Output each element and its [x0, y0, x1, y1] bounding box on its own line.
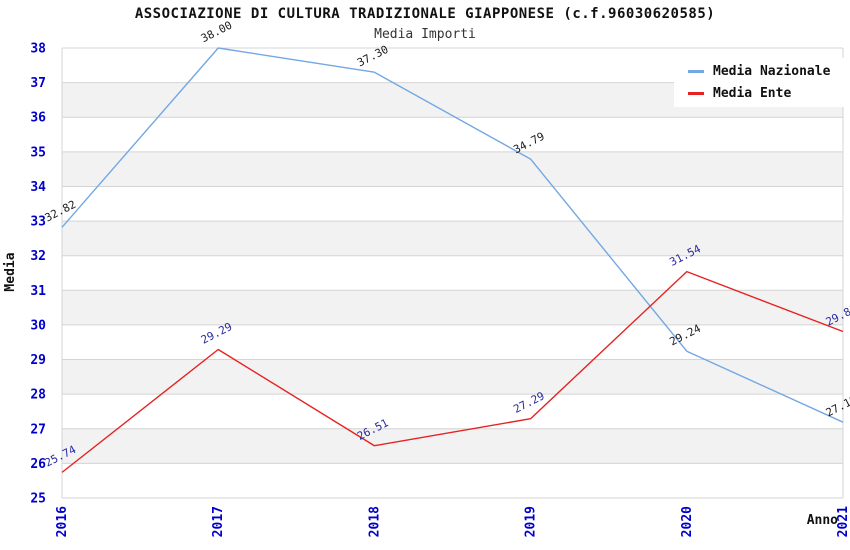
- plot-band: [62, 359, 843, 395]
- legend: Media Nazionale Media Ente: [674, 58, 850, 107]
- chart-title: ASSOCIAZIONE DI CULTURA TRADIZIONALE GIA…: [134, 6, 716, 22]
- chart-subtitle: Media Importi: [374, 27, 476, 42]
- data-label-media-nazionale: 37.30: [355, 43, 390, 70]
- data-label-media-nazionale: 27.19: [824, 393, 850, 420]
- y-tick-label: 34: [30, 180, 46, 195]
- y-tick-label: 38: [30, 42, 46, 57]
- data-label-media-nazionale: 38.00: [199, 19, 234, 46]
- y-tick-label: 31: [30, 284, 46, 299]
- x-tick-label: 2018: [367, 506, 382, 537]
- y-tick-label: 27: [30, 422, 46, 437]
- x-tick-label: 2017: [211, 506, 226, 537]
- y-tick-label: 35: [30, 145, 46, 160]
- plot-band: [62, 290, 843, 325]
- y-tick-label: 37: [30, 76, 46, 91]
- data-label-media-nazionale: 32.82: [43, 198, 78, 225]
- legend-item-media-ente: Media Ente: [688, 86, 850, 101]
- y-tick-label: 26: [30, 457, 46, 472]
- y-tick-label: 36: [30, 111, 46, 126]
- x-tick-label: 2021: [836, 506, 850, 537]
- y-axis-title: Media: [3, 252, 18, 291]
- y-tick-label: 32: [30, 249, 46, 264]
- y-tick-label: 30: [30, 318, 46, 333]
- x-axis-title: Anno: [807, 513, 838, 528]
- y-tick-label: 33: [30, 215, 46, 230]
- plot-band: [62, 151, 843, 187]
- y-tick-label: 29: [30, 353, 46, 368]
- plot-band: [62, 428, 843, 464]
- x-tick-label: 2020: [680, 506, 695, 537]
- legend-label-media-ente: Media Ente: [713, 86, 792, 101]
- data-label-media-ente: 25.74: [43, 443, 79, 470]
- x-tick-label: 2016: [55, 506, 70, 537]
- series-line-media-ente: [61, 270, 844, 473]
- legend-label-media-nazionale: Media Nazionale: [713, 64, 831, 79]
- x-tick-label: 2019: [524, 506, 539, 537]
- series-line-media-nazionale: [61, 47, 844, 423]
- y-tick-label: 28: [30, 388, 46, 403]
- legend-marker-media-ente: [688, 92, 704, 95]
- legend-marker-media-nazionale: [688, 70, 704, 73]
- plot-band: [62, 221, 843, 256]
- y-tick-label: 25: [30, 492, 46, 507]
- legend-item-media-nazionale: Media Nazionale: [688, 64, 850, 79]
- data-label-media-nazionale: 29.24: [668, 322, 704, 349]
